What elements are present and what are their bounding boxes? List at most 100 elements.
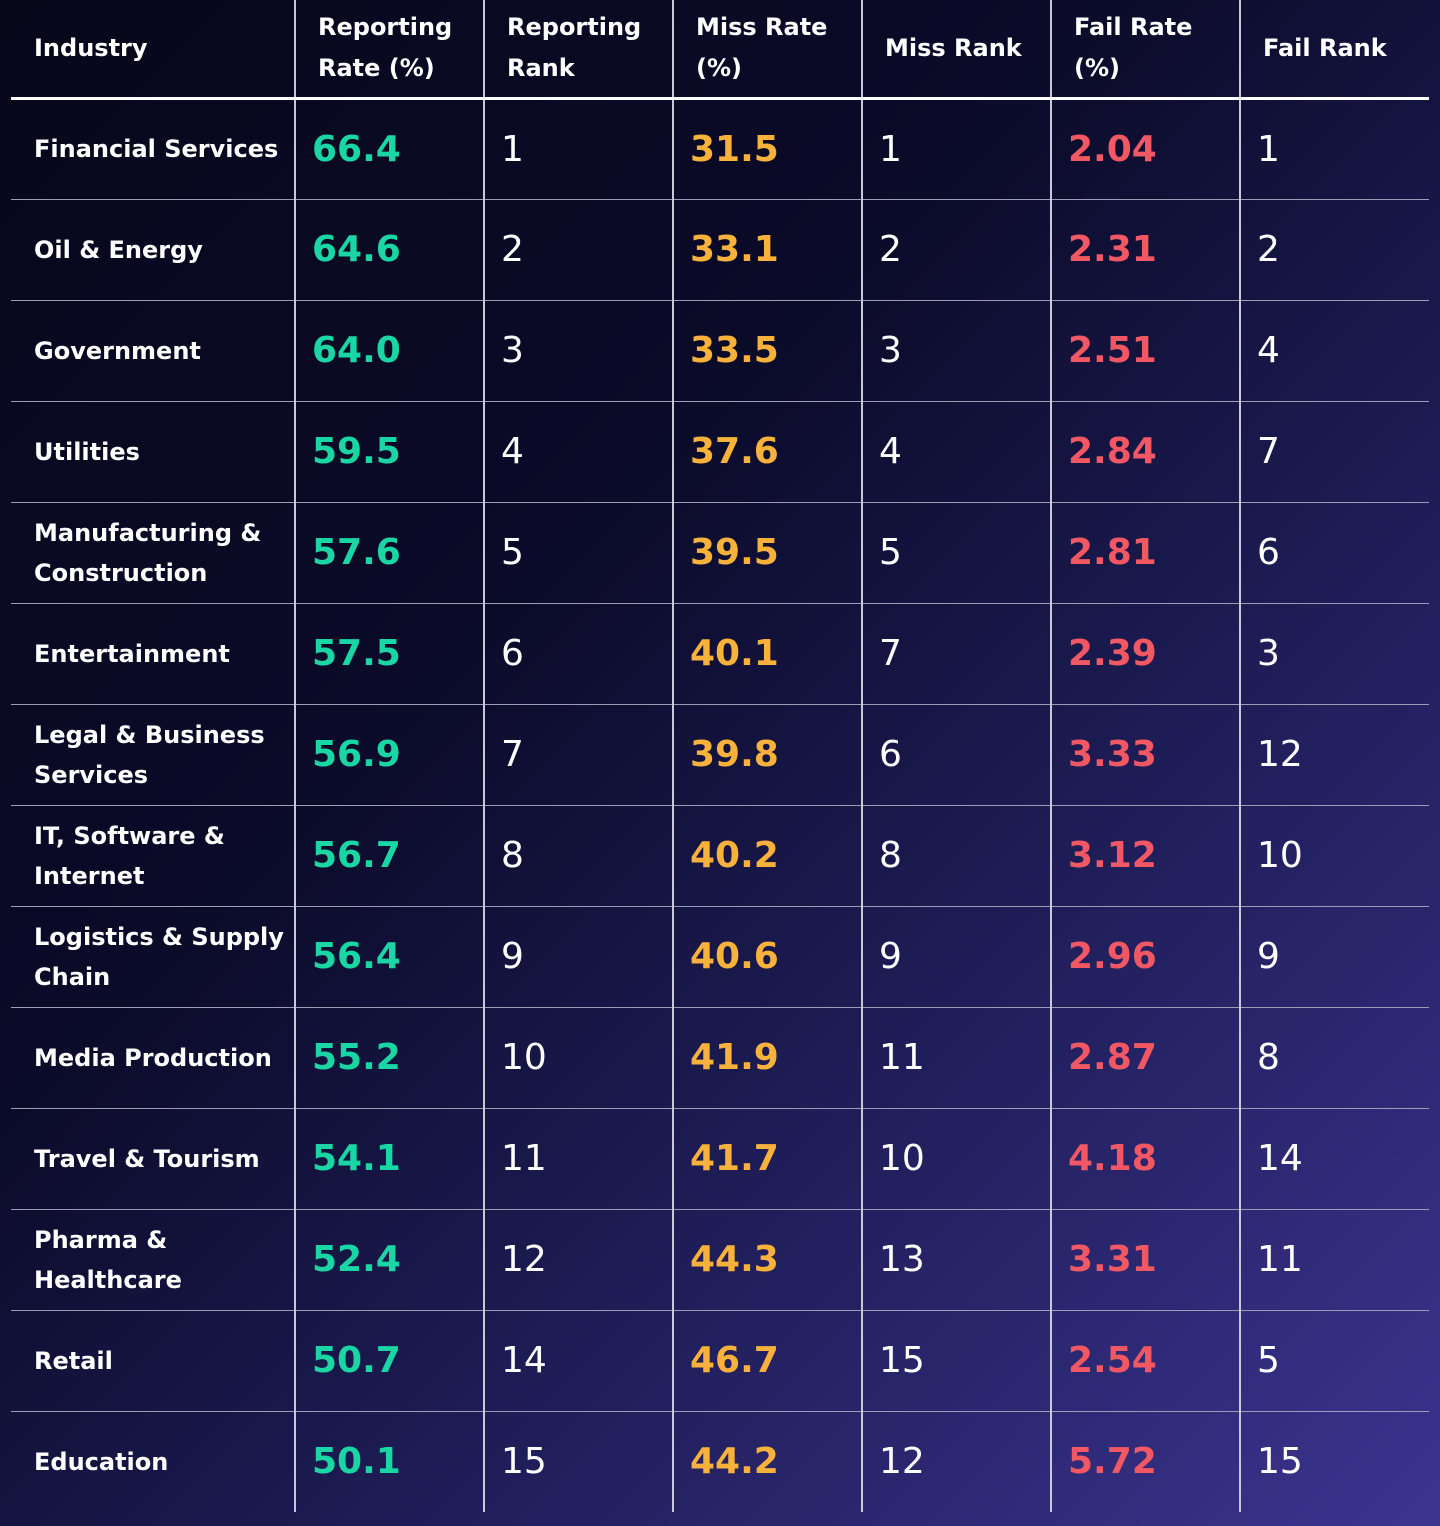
fail-rank-cell: 4 [1239, 299, 1429, 401]
header-industry: Industry [11, 0, 295, 100]
header-row: Industry Reporting Rate (%) Reporting Ra… [11, 0, 1429, 100]
miss-rank-cell: 1 [861, 98, 1051, 199]
miss-rank-cell: 3 [861, 299, 1051, 401]
reporting-rate-cell: 64.0 [294, 299, 484, 401]
fail-rank-cell: 1 [1239, 98, 1429, 199]
miss-rate-cell: 44.3 [672, 1208, 862, 1310]
reporting-rate-cell: 56.4 [294, 905, 484, 1007]
fail-rank-cell: 10 [1239, 804, 1429, 906]
miss-rank-cell: 5 [861, 501, 1051, 603]
fail-rank-cell: 2 [1239, 198, 1429, 300]
reporting-rank-cell: 8 [483, 804, 673, 906]
miss-rate-cell: 41.7 [672, 1107, 862, 1209]
reporting-rank-cell: 2 [483, 198, 673, 300]
fail-rate-cell: 2.31 [1050, 198, 1240, 300]
miss-rank-cell: 12 [861, 1410, 1051, 1512]
miss-rate-cell: 39.5 [672, 501, 862, 603]
miss-rate-cell: 37.6 [672, 400, 862, 502]
reporting-rate-cell: 64.6 [294, 198, 484, 300]
fail-rank-cell: 8 [1239, 1006, 1429, 1108]
reporting-rank-cell: 7 [483, 703, 673, 805]
industry-cell: Government [11, 299, 295, 401]
reporting-rank-cell: 10 [483, 1006, 673, 1108]
miss-rate-cell: 40.2 [672, 804, 862, 906]
miss-rate-cell: 33.1 [672, 198, 862, 300]
fail-rate-cell: 2.39 [1050, 602, 1240, 704]
industry-cell: Oil & Energy [11, 198, 295, 300]
miss-rate-cell: 40.1 [672, 602, 862, 704]
miss-rank-cell: 13 [861, 1208, 1051, 1310]
reporting-rank-cell: 3 [483, 299, 673, 401]
miss-rank-cell: 11 [861, 1006, 1051, 1108]
fail-rate-cell: 5.72 [1050, 1410, 1240, 1512]
fail-rate-cell: 3.12 [1050, 804, 1240, 906]
industry-table: Industry Reporting Rate (%) Reporting Ra… [11, 0, 1429, 1512]
table-row: Government 64.0 3 33.5 3 2.51 4 [11, 299, 1429, 401]
industry-cell: Pharma & Healthcare [11, 1208, 295, 1310]
industry-cell: Education [11, 1410, 295, 1512]
header-fail-rate: Fail Rate (%) [1050, 0, 1240, 100]
industry-cell: Logistics & Supply Chain [11, 905, 295, 1007]
industry-cell: Utilities [11, 400, 295, 502]
fail-rate-cell: 3.31 [1050, 1208, 1240, 1310]
fail-rate-cell: 2.96 [1050, 905, 1240, 1007]
reporting-rate-cell: 50.7 [294, 1309, 484, 1411]
fail-rank-cell: 12 [1239, 703, 1429, 805]
industry-cell: Retail [11, 1309, 295, 1411]
table-row: Manufacturing & Construction 57.6 5 39.5 5 2.… [11, 501, 1429, 603]
reporting-rate-cell: 54.1 [294, 1107, 484, 1209]
reporting-rate-cell: 50.1 [294, 1410, 484, 1512]
reporting-rank-cell: 14 [483, 1309, 673, 1411]
industry-cell: Legal & Business Services [11, 703, 295, 805]
reporting-rank-cell: 11 [483, 1107, 673, 1209]
table-row: Entertainment 57.5 6 40.1 7 2.39 3 [11, 602, 1429, 704]
industry-cell: Travel & Tourism [11, 1107, 295, 1209]
reporting-rank-cell: 5 [483, 501, 673, 603]
reporting-rank-cell: 6 [483, 602, 673, 704]
fail-rank-cell: 7 [1239, 400, 1429, 502]
reporting-rank-cell: 4 [483, 400, 673, 502]
miss-rate-cell: 33.5 [672, 299, 862, 401]
miss-rank-cell: 6 [861, 703, 1051, 805]
reporting-rank-cell: 9 [483, 905, 673, 1007]
industry-cell: IT, Software & Internet [11, 804, 295, 906]
miss-rate-cell: 39.8 [672, 703, 862, 805]
table-row: Pharma & Healthcare 52.4 12 44.3 13 3.31 11 [11, 1208, 1429, 1310]
reporting-rank-cell: 12 [483, 1208, 673, 1310]
fail-rank-cell: 9 [1239, 905, 1429, 1007]
fail-rank-cell: 11 [1239, 1208, 1429, 1310]
table-row: Travel & Tourism 54.1 11 41.7 10 4.18 14 [11, 1107, 1429, 1209]
reporting-rate-cell: 59.5 [294, 400, 484, 502]
table-row: Logistics & Supply Chain 56.4 9 40.6 9 2.96 9 [11, 905, 1429, 1007]
table-row: Media Production 55.2 10 41.9 11 2.87 8 [11, 1006, 1429, 1108]
miss-rate-cell: 46.7 [672, 1309, 862, 1411]
reporting-rank-cell: 15 [483, 1410, 673, 1512]
industry-cell: Entertainment [11, 602, 295, 704]
miss-rank-cell: 10 [861, 1107, 1051, 1209]
reporting-rate-cell: 56.9 [294, 703, 484, 805]
fail-rank-cell: 14 [1239, 1107, 1429, 1209]
reporting-rate-cell: 52.4 [294, 1208, 484, 1310]
fail-rate-cell: 2.04 [1050, 98, 1240, 199]
header-fail-rank: Fail Rank [1239, 0, 1429, 100]
fail-rate-cell: 2.87 [1050, 1006, 1240, 1108]
miss-rank-cell: 15 [861, 1309, 1051, 1411]
industry-cell: Manufacturing & Construction [11, 501, 295, 603]
miss-rate-cell: 31.5 [672, 98, 862, 199]
table-row: Oil & Energy 64.6 2 33.1 2 2.31 2 [11, 198, 1429, 300]
fail-rate-cell: 2.54 [1050, 1309, 1240, 1411]
table-body: Financial Services 66.4 1 31.5 1 2.04 1 Oil & E… [11, 98, 1429, 1512]
reporting-rate-cell: 66.4 [294, 98, 484, 199]
reporting-rate-cell: 56.7 [294, 804, 484, 906]
fail-rate-cell: 2.51 [1050, 299, 1240, 401]
miss-rate-cell: 41.9 [672, 1006, 862, 1108]
miss-rate-cell: 44.2 [672, 1410, 862, 1512]
header-reporting-rate: Reporting Rate (%) [294, 0, 484, 100]
miss-rank-cell: 8 [861, 804, 1051, 906]
reporting-rate-cell: 57.6 [294, 501, 484, 603]
reporting-rate-cell: 57.5 [294, 602, 484, 704]
reporting-rate-cell: 55.2 [294, 1006, 484, 1108]
header-reporting-rank: Reporting Rank [483, 0, 673, 100]
fail-rate-cell: 2.84 [1050, 400, 1240, 502]
table-row: Financial Services 66.4 1 31.5 1 2.04 1 [11, 98, 1429, 199]
